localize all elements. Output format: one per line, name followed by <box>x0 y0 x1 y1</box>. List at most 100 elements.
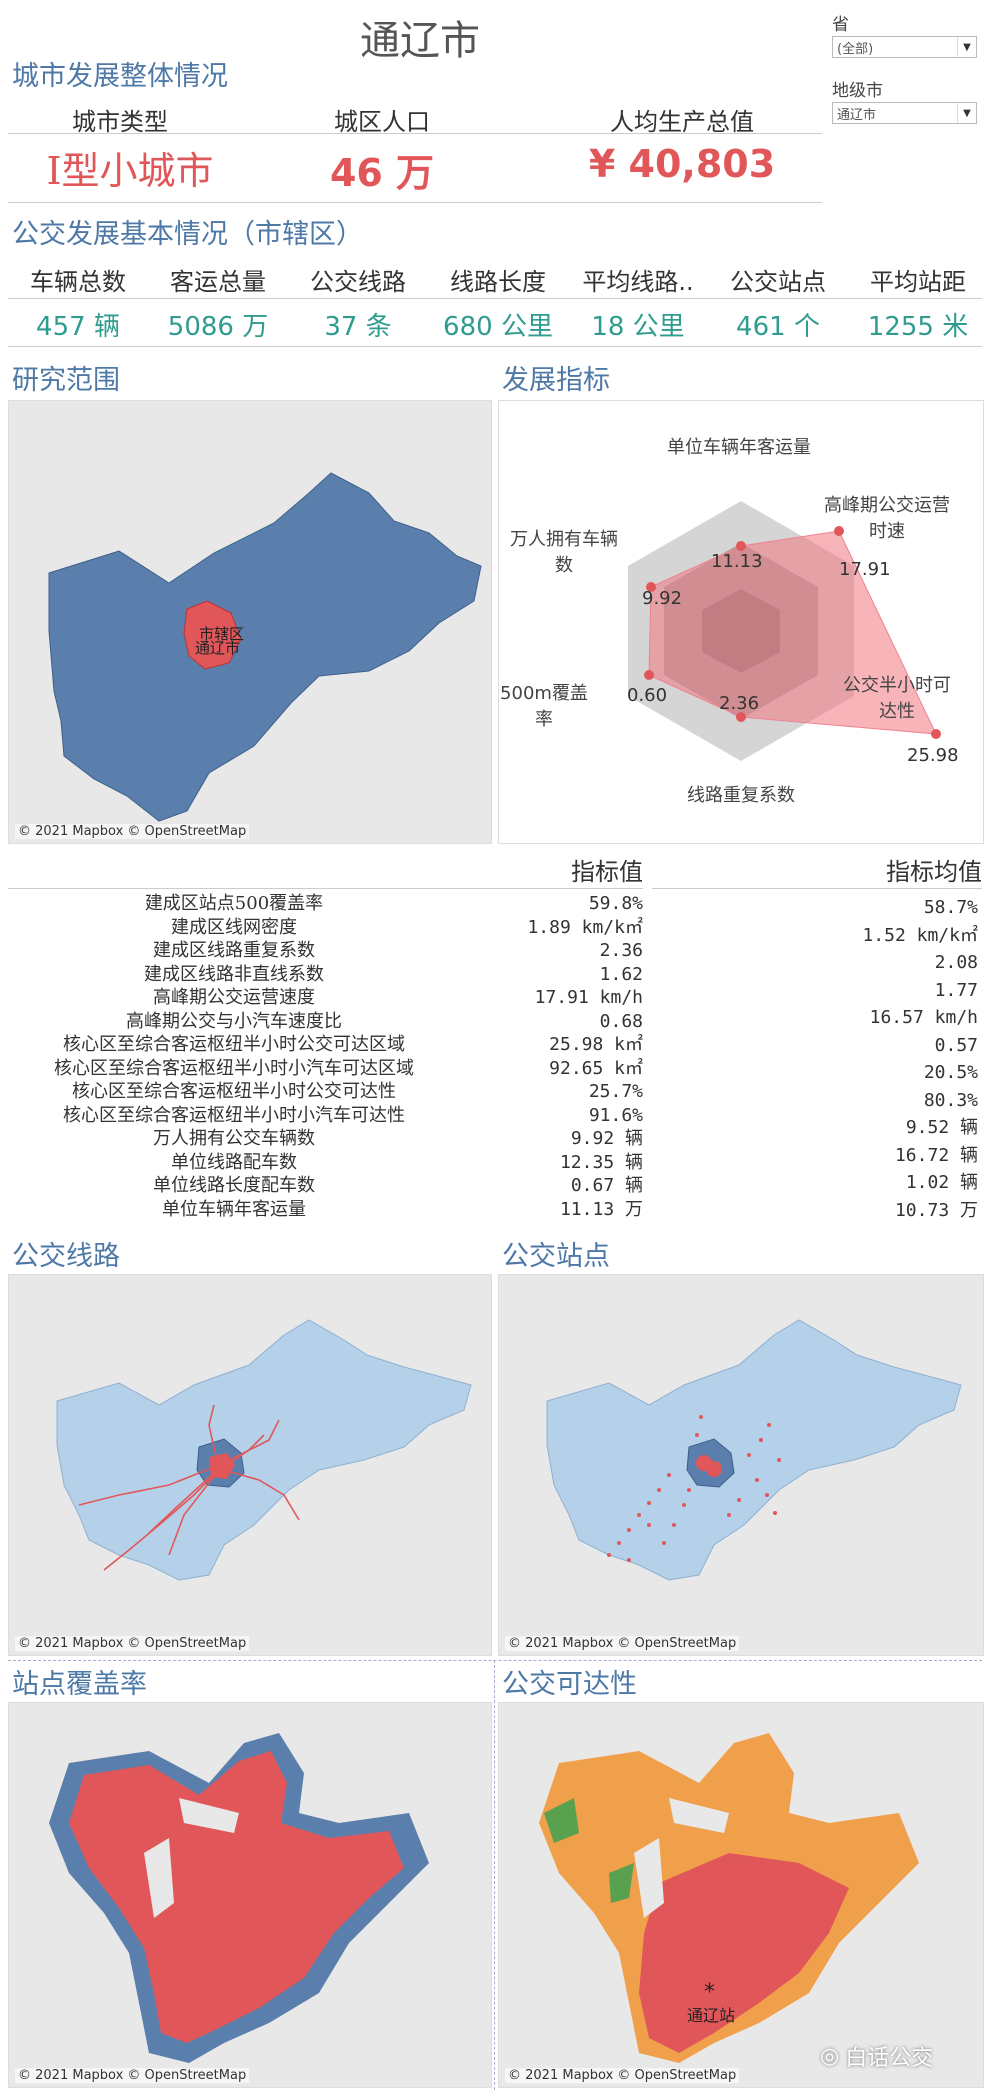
coverage-map[interactable]: © 2021 Mapbox © OpenStreetMap <box>8 1702 492 2088</box>
map-attribution: © 2021 Mapbox © OpenStreetMap <box>505 2068 740 2083</box>
bus-header: 平均线路.. <box>582 268 694 296</box>
bus-stop <box>695 1433 699 1437</box>
bus-stop <box>687 1488 691 1492</box>
bus-basic-headers: 车辆总数 客运总量 公交线路 线路长度 平均线路.. 公交站点 平均站距 <box>8 262 988 297</box>
radar-axis-label: 高峰期公交运营时速 <box>824 495 950 542</box>
indicator-avg-table: 指标均值 58.7% 1.52 km/k㎡ 2.08 1.77 16.57 km… <box>652 850 982 1221</box>
indicator-avg: 80.3% <box>923 1089 978 1111</box>
city-select-value: 通辽市 <box>837 107 877 123</box>
radar-value-label: 0.60 <box>627 685 668 706</box>
city-boundary-shape <box>48 472 482 822</box>
indicator-value: 0.67 辆 <box>570 1175 643 1196</box>
bus-stop <box>662 1541 666 1545</box>
half-hour-area <box>639 1853 849 2053</box>
district-label: 通辽市 <box>195 639 240 657</box>
indicator-avg: 1.02 辆 <box>905 1172 978 1193</box>
bus-stop <box>727 1513 731 1517</box>
radar-chart <box>628 501 941 761</box>
study-area-map[interactable]: 市辖区 通辽市 © 2021 Mapbox © OpenStreetMap <box>8 400 492 844</box>
indicator-value-header: 指标值 <box>571 858 643 886</box>
radar-axis-label: 万人拥有车辆数 <box>510 529 618 576</box>
bus-line <box>78 1464 220 1506</box>
bus-line <box>148 1472 215 1534</box>
map-attribution: © 2021 Mapbox © OpenStreetMap <box>505 1636 740 1651</box>
radar-panel: 单位车辆年客运量 高峰期公交运营时速 公交半小时可达性 线路重复系数 500m覆… <box>498 400 984 844</box>
divider <box>8 888 643 889</box>
indicator-row: 核心区至综合客运枢纽半小时公交可达性 25.7% <box>8 1080 643 1104</box>
indicator-avg: 1.52 km/k㎡ <box>862 924 978 946</box>
divider <box>8 133 822 134</box>
coverage-map-svg <box>49 1733 429 2063</box>
bus-value: 1255 米 <box>867 312 969 342</box>
indicator-value: 59.8% <box>588 893 643 914</box>
map-attribution: © 2021 Mapbox © OpenStreetMap <box>15 2068 250 2083</box>
bus-stop <box>706 1461 722 1477</box>
kpi-gdp: ¥ 40,803 <box>588 142 776 186</box>
bus-stop <box>699 1415 703 1419</box>
indicator-row: 单位线路配车数 12.35 辆 <box>8 1151 643 1175</box>
bus-stops-title: 公交站点 <box>502 1241 610 1272</box>
radar-value-label: 2.36 <box>719 693 760 714</box>
radar-point <box>646 582 656 592</box>
unreachable-area <box>609 1863 634 1903</box>
radar-point <box>644 670 654 680</box>
chevron-down-icon[interactable]: ▼ <box>957 103 976 123</box>
station-label: 通辽站 <box>687 2006 735 2025</box>
bus-basic-values: 457 辆 5086 万 37 条 680 公里 18 公里 461 个 125… <box>8 306 988 343</box>
indicator-value: 11.13 万 <box>559 1198 643 1220</box>
bus-stop <box>627 1528 631 1532</box>
bus-lines-title: 公交线路 <box>12 1241 120 1272</box>
indicator-avg: 1.77 <box>934 979 978 1001</box>
kpi-city-type: I型小城市 <box>46 149 214 193</box>
city-select[interactable]: 通辽市 ▼ <box>832 102 977 124</box>
coverage-area <box>69 1751 404 2043</box>
bus-stop <box>777 1458 781 1462</box>
bus-value: 37 条 <box>324 312 392 342</box>
kpi-population: 46 万 <box>329 151 435 195</box>
radar-axis-label: 500m覆盖率 <box>500 683 588 730</box>
radar-point <box>834 526 844 536</box>
district-label: 市辖区 <box>199 625 244 643</box>
city-boundary-shape <box>546 1319 962 1581</box>
divider <box>8 298 982 299</box>
indicator-name: 高峰期公交与小汽车速度比 <box>126 1010 342 1032</box>
bus-header: 客运总量 <box>170 268 266 296</box>
map-attribution: © 2021 Mapbox © OpenStreetMap <box>15 1636 250 1651</box>
bus-stop <box>657 1488 661 1492</box>
indicator-value: 17.91 km/h <box>534 987 643 1008</box>
kpi-header-gdp: 人均生产总值 <box>610 108 754 136</box>
indicator-name: 高峰期公交运营速度 <box>153 987 315 1008</box>
bus-stops-map[interactable]: © 2021 Mapbox © OpenStreetMap <box>498 1274 984 1656</box>
bus-line <box>103 1466 222 1571</box>
indicator-name: 单位线路配车数 <box>171 1151 297 1173</box>
urban-core-shape <box>209 1453 235 1479</box>
indicator-avg: 16.57 km/h <box>869 1007 978 1028</box>
bus-lines-map[interactable]: © 2021 Mapbox © OpenStreetMap <box>8 1274 492 1656</box>
radar-point <box>736 712 746 722</box>
indicator-avg: 2.08 <box>934 952 978 973</box>
gap-area <box>669 1798 729 1833</box>
bus-header: 公交站点 <box>730 268 826 296</box>
indicator-name: 建成区线网密度 <box>171 916 297 938</box>
radar-axis-label: 线路重复系数 <box>687 785 795 806</box>
indicator-value: 9.92 辆 <box>570 1128 643 1149</box>
development-title: 发展指标 <box>502 365 610 396</box>
accessibility-map-svg: * 通辽站 <box>539 1733 919 2063</box>
bus-value: 18 公里 <box>591 312 685 342</box>
indicator-name: 核心区至综合客运枢纽半小时公交可达性 <box>72 1081 396 1102</box>
bus-lines-map-svg <box>56 1319 472 1581</box>
chevron-down-icon[interactable]: ▼ <box>957 37 976 57</box>
study-area-map-svg: 市辖区 通辽市 <box>48 472 482 822</box>
bus-value: 5086 万 <box>167 312 269 342</box>
bus-line <box>223 1419 280 1464</box>
bus-stop <box>765 1493 769 1497</box>
accessibility-map[interactable]: * 通辽站 © 2021 Mapbox © OpenStreetMap <box>498 1702 984 2088</box>
province-select[interactable]: (全部) ▼ <box>832 36 977 58</box>
bus-line-network <box>78 1404 300 1571</box>
bus-stop <box>682 1503 686 1507</box>
indicator-name: 万人拥有公交车辆数 <box>153 1128 315 1149</box>
indicator-name: 建成区线路重复系数 <box>153 940 315 961</box>
radar-value-label: 9.92 <box>642 588 683 609</box>
city-title: 通辽市 <box>360 18 480 64</box>
study-area-title: 研究范围 <box>12 365 120 396</box>
